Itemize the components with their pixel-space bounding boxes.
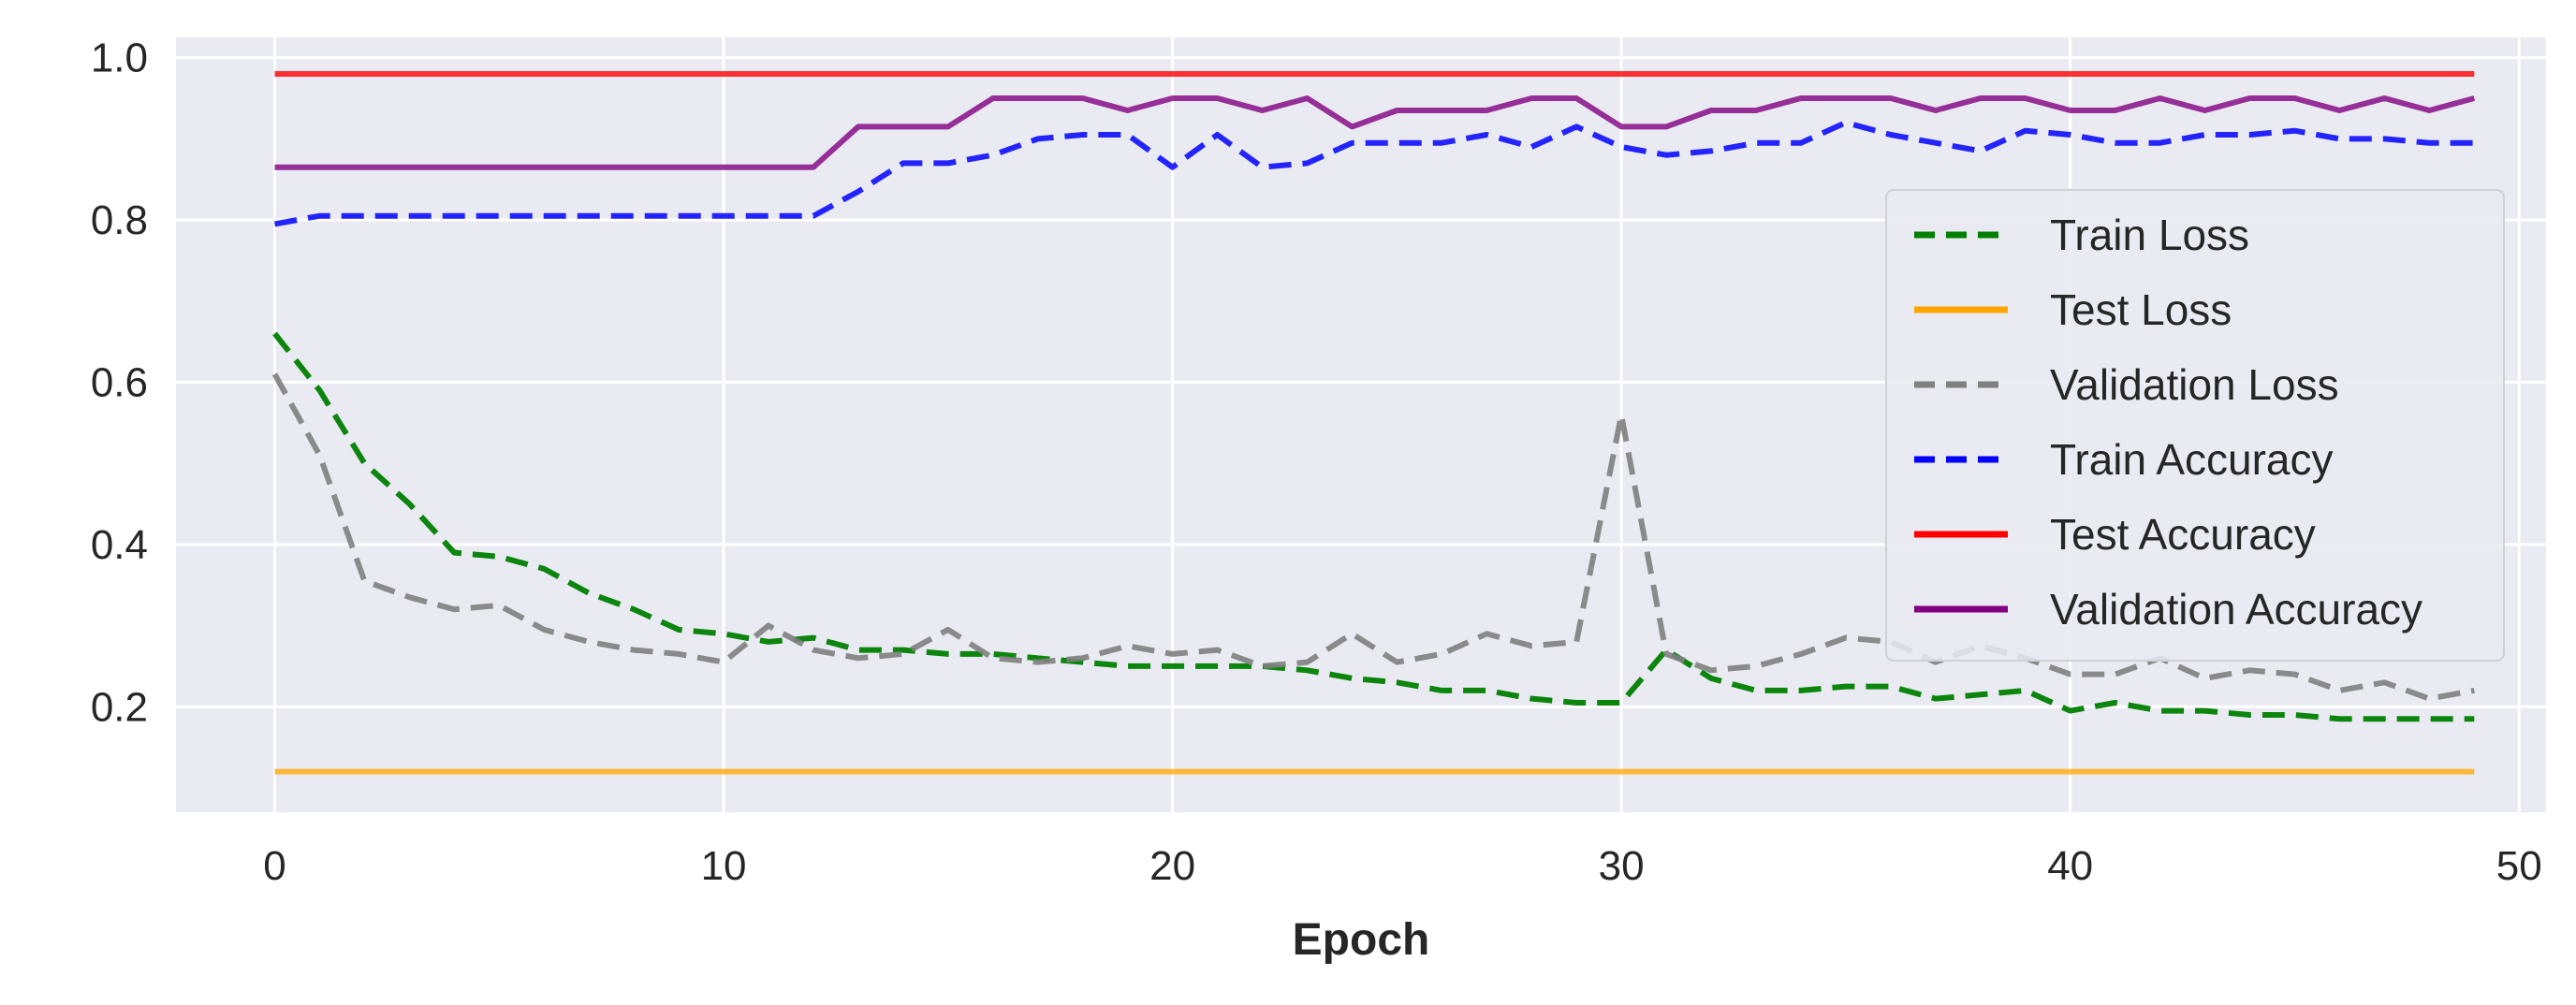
x-tick-label: 50 — [2496, 843, 2542, 889]
legend-label: Test Loss — [2050, 285, 2232, 334]
legend: Train Loss Test Loss Validation Loss Train … — [1885, 189, 2505, 662]
x-tick-label: 40 — [2047, 843, 2093, 889]
y-tick-label: 1.0 — [91, 36, 148, 81]
x-tick-label: 30 — [1599, 843, 1645, 889]
legend-label: Train Loss — [2050, 211, 2249, 259]
series-group — [271, 71, 2476, 775]
x-tick-labels: 0 10 20 30 40 50 — [263, 843, 2541, 889]
y-tick-label: 0.8 — [91, 197, 148, 243]
legend-label: Test Accuracy — [2050, 510, 2316, 559]
y-tick-label: 0.2 — [91, 684, 148, 730]
legend-label: Train Accuracy — [2050, 435, 2334, 484]
legend-box — [1885, 189, 2505, 662]
x-axis-title: Epoch — [1293, 915, 1430, 965]
y-tick-labels: 0.2 0.4 0.6 0.8 1.0 — [91, 36, 148, 731]
x-tick-label: 0 — [263, 843, 285, 889]
y-tick-label: 0.6 — [91, 359, 148, 405]
series-line-validation-accuracy — [274, 95, 2476, 170]
series-line-validation-loss — [271, 372, 2475, 702]
x-tick-label: 20 — [1149, 843, 1195, 889]
series-line-train-loss — [272, 331, 2475, 722]
legend-label: Validation Accuracy — [2050, 585, 2422, 634]
legend-label: Validation Loss — [2050, 360, 2339, 409]
series-line-train-accuracy — [273, 120, 2475, 227]
y-tick-label: 0.4 — [91, 522, 148, 568]
x-tick-label: 10 — [701, 843, 747, 889]
